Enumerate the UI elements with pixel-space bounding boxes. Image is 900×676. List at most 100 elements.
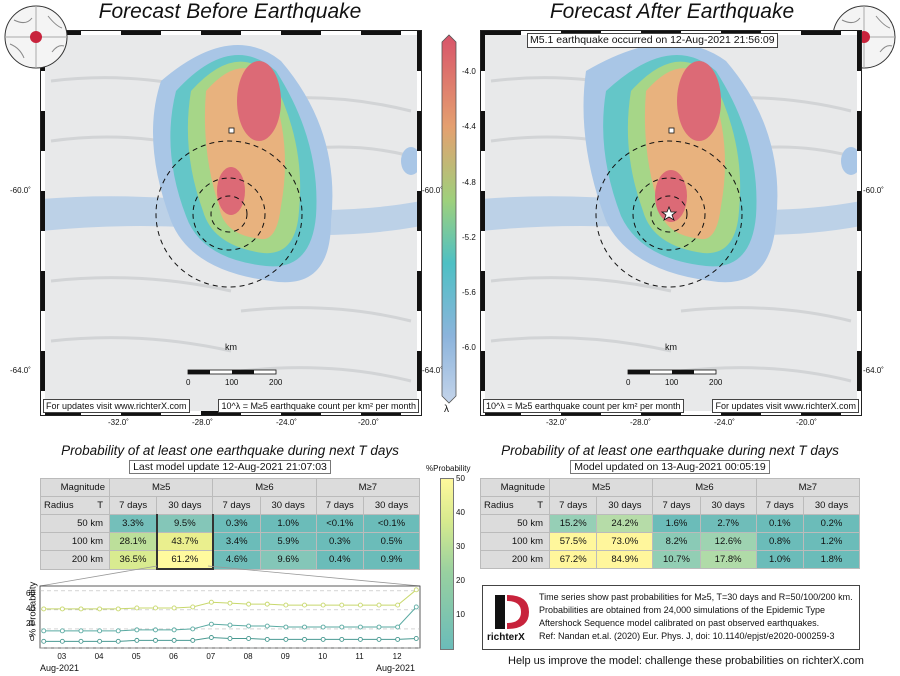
ts-point	[376, 602, 382, 608]
ts-point	[78, 638, 84, 644]
right-scale-tick: 100	[665, 378, 679, 387]
legend-line: Ref: Nandan et.al. (2020) Eur. Phys. J, …	[539, 631, 835, 641]
right-map-layers	[481, 43, 861, 383]
probability-cell: 67.2%	[548, 550, 598, 569]
left-lon-tick: -20.0˚	[358, 418, 379, 427]
ts-x-right-label: Aug-2021	[376, 663, 416, 673]
right-table-title: Probability of at least one earthquake d…	[501, 443, 839, 458]
right-probability-table: Magnitude M≥5 M≥6 M≥7 Radius T 7 days 30 …	[480, 478, 861, 569]
ts-point	[115, 606, 121, 612]
colorbar-tick: -4.0	[462, 67, 476, 76]
probability-cell: 12.6%	[699, 532, 757, 551]
ts-point	[153, 605, 158, 611]
ts-point	[171, 605, 177, 611]
ts-point	[134, 637, 140, 643]
left-scale-tick: 0	[186, 378, 191, 387]
table-row: 100 km 28.1% 43.7% 3.4% 5.9% 0.3% 0.5%	[40, 532, 421, 551]
probability-cell: 9.5%	[155, 514, 214, 533]
header-period: 7 days	[315, 496, 364, 515]
header-period: 7 days	[212, 496, 261, 515]
probability-cell: 0.2%	[802, 514, 861, 533]
probability-cell: <0.1%	[315, 514, 364, 533]
header-mag-5: M≥5	[548, 478, 654, 497]
left-map-layers	[41, 45, 421, 383]
probability-cell: 5.9%	[259, 532, 317, 551]
right-scale-tick: 200	[709, 378, 723, 387]
ts-point	[78, 628, 84, 634]
legend-line: Aftershock Sequence model calibrated on …	[539, 618, 820, 628]
probability-cell: 1.0%	[755, 550, 804, 569]
table-row: 50 km 3.3% 9.5% 0.3% 1.0% <0.1% <0.1%	[40, 514, 421, 533]
right-map[interactable]: M5.1 earthquake occurred on 12-Aug-2021 …	[480, 30, 862, 416]
legend-line: Time series show past probabilities for …	[539, 592, 853, 602]
left-probability-table: Magnitude M≥5 M≥6 M≥7 Radius T 7 days 30 …	[40, 478, 421, 570]
colorbar-tick: -5.2	[462, 233, 476, 242]
left-map-footer-right: 10^λ = M≥5 earthquake count per km² per …	[218, 399, 419, 413]
ts-point	[134, 605, 140, 611]
probability-cell: 17.8%	[699, 550, 757, 569]
right-map-footer-left: 10^λ = M≥5 earthquake count per km² per …	[483, 399, 684, 413]
ts-xtick: 09	[280, 652, 290, 661]
ts-point	[115, 628, 121, 634]
header-period: 7 days	[652, 496, 701, 515]
ts-x-left-label: Aug-2021	[40, 663, 80, 673]
ts-point	[395, 624, 401, 630]
probability-cell: 3.3%	[108, 514, 158, 533]
probability-cell: 8.2%	[652, 532, 701, 551]
colorbar-tick: -6.0	[462, 343, 476, 352]
left-panel-title: Forecast Before Earthquake	[98, 0, 362, 23]
ts-point	[339, 602, 345, 608]
radius-cell: 100 km	[40, 532, 110, 551]
table-row: 100 km 57.5% 73.0% 8.2% 12.6% 0.8% 1.2%	[480, 532, 861, 551]
ts-point	[59, 606, 65, 612]
ts-point	[227, 600, 233, 606]
header-period: 30 days	[362, 496, 421, 515]
ts-point	[41, 628, 47, 634]
right-lon-tick: -24.0˚	[714, 418, 735, 427]
epicenter-star-icon	[660, 205, 678, 221]
left-lon-tick: -24.0˚	[276, 418, 297, 427]
ts-ytick: 20	[26, 619, 35, 628]
header-period: 30 days	[596, 496, 654, 515]
prob-colorbar-tick: 30	[456, 542, 465, 551]
ts-point	[78, 606, 84, 612]
radius-cell: 100 km	[480, 532, 550, 551]
radius-cell: 50 km	[480, 514, 550, 533]
probability-cell: 36.5%	[108, 550, 158, 570]
colorbar-tick: -4.8	[462, 178, 476, 187]
header-magnitude: Magnitude	[480, 478, 550, 497]
probability-cell: 10.7%	[652, 550, 701, 569]
aftershock-radius-circles	[595, 140, 743, 288]
header-radius-t: Radius T	[40, 496, 110, 515]
ts-point	[208, 599, 214, 605]
ts-xtick: 06	[169, 652, 179, 661]
probability-cell: 0.9%	[362, 550, 421, 570]
ts-point	[171, 627, 177, 633]
probability-cell: 1.0%	[259, 514, 317, 533]
probability-cell: 1.2%	[802, 532, 861, 551]
left-scale-tick: 200	[269, 378, 283, 387]
ts-point	[320, 636, 326, 642]
right-scale-unit: km	[665, 342, 677, 352]
probability-cell: 0.1%	[755, 514, 804, 533]
ts-point	[357, 602, 363, 608]
ts-point	[302, 624, 307, 630]
left-table-update: Last model update 12-Aug-2021 21:07:03	[40, 460, 420, 474]
logo-text: richterX	[487, 632, 525, 643]
left-map[interactable]: km 0 100 200 For updates visit www.richt…	[40, 30, 422, 416]
right-scale-tick: 0	[626, 378, 631, 387]
ts-point	[413, 636, 419, 641]
ts-point	[302, 636, 307, 642]
colorbar-tick: -5.6	[462, 288, 476, 297]
help-link[interactable]: Help us improve the model: challenge the…	[508, 655, 864, 667]
ts-point	[320, 602, 326, 608]
ts-point	[59, 628, 65, 634]
ts-point	[208, 621, 214, 627]
ts-point	[97, 606, 103, 612]
header-period: 7 days	[108, 496, 158, 515]
probability-cell: 61.2%	[155, 550, 214, 570]
ts-ytick: 60	[26, 589, 35, 598]
ts-point	[227, 622, 233, 628]
header-period: 7 days	[548, 496, 598, 515]
left-lon-tick: -28.0˚	[192, 418, 213, 427]
